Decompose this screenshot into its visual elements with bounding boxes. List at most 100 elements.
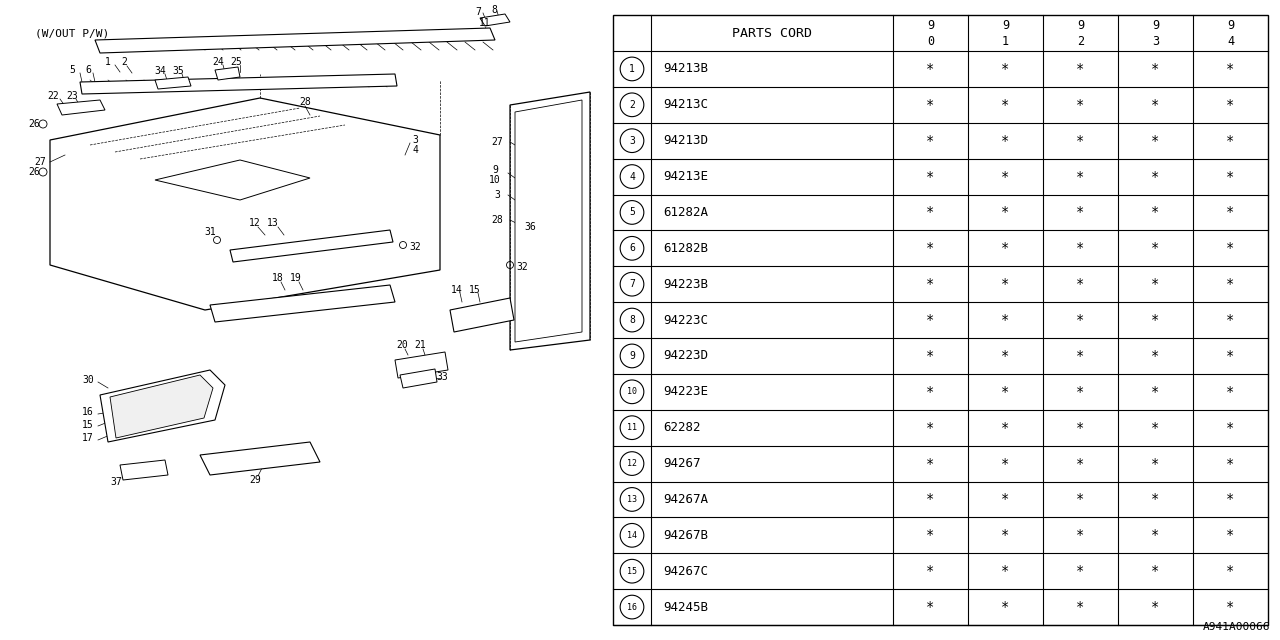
Text: *: *	[1076, 600, 1084, 614]
Text: 9: 9	[492, 165, 498, 175]
Text: *: *	[1151, 241, 1160, 255]
Text: *: *	[927, 241, 934, 255]
Polygon shape	[509, 92, 590, 350]
Text: 7: 7	[628, 279, 635, 289]
Text: *: *	[1001, 349, 1010, 363]
Text: 94267B: 94267B	[663, 529, 708, 542]
Text: 34: 34	[154, 66, 166, 76]
Text: *: *	[1076, 277, 1084, 291]
Polygon shape	[155, 160, 310, 200]
Bar	[613, 15, 1268, 625]
Text: 12: 12	[250, 218, 261, 228]
Text: *: *	[1226, 170, 1235, 184]
Text: 94245B: 94245B	[663, 600, 708, 614]
Text: 29: 29	[250, 475, 261, 485]
Text: *: *	[1076, 313, 1084, 327]
Text: 37: 37	[110, 477, 122, 487]
Text: *: *	[1001, 241, 1010, 255]
Polygon shape	[110, 375, 212, 438]
Text: 23: 23	[67, 91, 78, 101]
Text: *: *	[1226, 420, 1235, 435]
Text: *: *	[1151, 349, 1160, 363]
Text: 22: 22	[47, 91, 59, 101]
Text: *: *	[1001, 62, 1010, 76]
Text: *: *	[1226, 313, 1235, 327]
Text: 14: 14	[451, 285, 463, 295]
Text: *: *	[1151, 420, 1160, 435]
Text: *: *	[1001, 205, 1010, 220]
Text: *: *	[927, 62, 934, 76]
Polygon shape	[210, 285, 396, 322]
Text: 17: 17	[82, 433, 93, 443]
Text: *: *	[1151, 98, 1160, 112]
Polygon shape	[215, 67, 241, 80]
Text: (W/OUT P/W): (W/OUT P/W)	[35, 28, 109, 38]
Text: 26: 26	[28, 119, 40, 129]
Text: 31: 31	[204, 227, 216, 237]
Text: *: *	[1001, 385, 1010, 399]
Text: 94213C: 94213C	[663, 99, 708, 111]
Text: *: *	[1001, 313, 1010, 327]
Polygon shape	[155, 77, 191, 89]
Text: 11: 11	[627, 423, 637, 432]
Text: *: *	[927, 420, 934, 435]
Polygon shape	[100, 370, 225, 442]
Text: 62282: 62282	[663, 421, 700, 434]
Text: 2: 2	[1076, 35, 1084, 47]
Text: *: *	[1151, 62, 1160, 76]
Text: *: *	[927, 600, 934, 614]
Text: 35: 35	[172, 66, 184, 76]
Text: *: *	[1151, 528, 1160, 542]
Text: 15: 15	[470, 285, 481, 295]
Text: 94267A: 94267A	[663, 493, 708, 506]
Text: *: *	[1226, 456, 1235, 470]
Text: *: *	[1076, 170, 1084, 184]
Text: 9: 9	[927, 19, 934, 31]
Text: *: *	[1226, 134, 1235, 148]
Text: *: *	[927, 134, 934, 148]
Text: *: *	[1226, 492, 1235, 506]
Text: *: *	[1151, 600, 1160, 614]
Text: *: *	[1076, 385, 1084, 399]
Text: *: *	[1001, 564, 1010, 578]
Text: 5: 5	[69, 65, 76, 75]
Text: *: *	[1001, 492, 1010, 506]
Text: *: *	[927, 349, 934, 363]
Polygon shape	[515, 100, 582, 342]
Text: *: *	[1226, 241, 1235, 255]
Text: *: *	[927, 564, 934, 578]
Text: 9: 9	[1076, 19, 1084, 31]
Text: *: *	[1151, 385, 1160, 399]
Polygon shape	[200, 442, 320, 475]
Text: 94213D: 94213D	[663, 134, 708, 147]
Text: *: *	[1001, 600, 1010, 614]
Text: 94213B: 94213B	[663, 63, 708, 76]
Text: 94267: 94267	[663, 457, 700, 470]
Text: *: *	[1151, 313, 1160, 327]
Text: *: *	[1001, 170, 1010, 184]
Text: *: *	[1001, 134, 1010, 148]
Text: *: *	[1076, 456, 1084, 470]
Text: *: *	[1076, 205, 1084, 220]
Text: *: *	[1001, 456, 1010, 470]
Text: *: *	[1151, 492, 1160, 506]
Text: *: *	[1076, 134, 1084, 148]
Text: *: *	[927, 98, 934, 112]
Text: *: *	[1226, 277, 1235, 291]
Text: *: *	[1151, 170, 1160, 184]
Text: 4: 4	[412, 145, 419, 155]
Text: 4: 4	[628, 172, 635, 182]
Text: 36: 36	[524, 222, 536, 232]
Text: *: *	[1001, 277, 1010, 291]
Text: 3: 3	[494, 190, 500, 200]
Text: *: *	[1076, 241, 1084, 255]
Text: 0: 0	[927, 35, 934, 47]
Text: *: *	[1226, 528, 1235, 542]
Text: 8: 8	[492, 5, 497, 15]
Text: 28: 28	[300, 97, 311, 107]
Text: *: *	[1226, 600, 1235, 614]
Text: 20: 20	[396, 340, 408, 350]
Text: 1: 1	[628, 64, 635, 74]
Text: *: *	[1226, 349, 1235, 363]
Text: 14: 14	[627, 531, 637, 540]
